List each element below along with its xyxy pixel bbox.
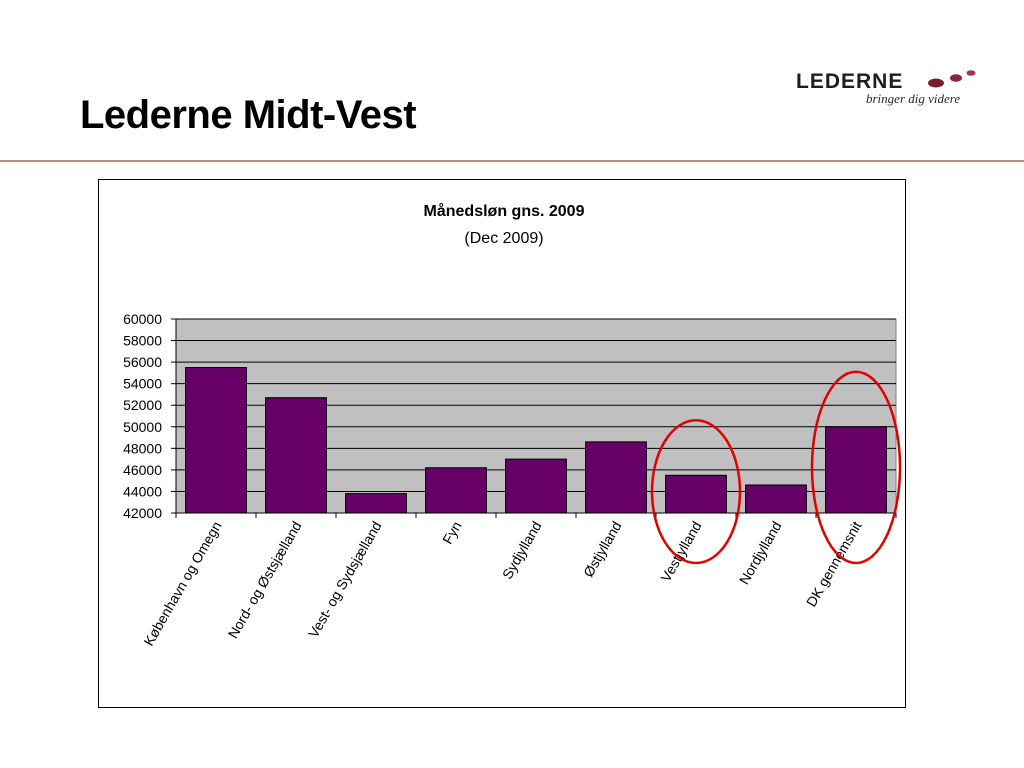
logo-wordmark: LEDERNE [796, 70, 904, 93]
logo-dots-icon [928, 70, 976, 88]
bar [825, 426, 887, 514]
y-tick-label: 44000 [123, 483, 162, 499]
lederne-logo: LEDERNE bringer dig videre [796, 64, 996, 112]
bar [665, 474, 727, 514]
y-tick-label: 58000 [123, 333, 162, 349]
x-tick-label: Sydjylland [499, 519, 545, 582]
x-tick-label: Nordjylland [736, 519, 785, 588]
bar [425, 467, 487, 514]
y-tick-label: 54000 [123, 376, 162, 392]
y-tick-label: 42000 [123, 505, 162, 521]
x-tick-label: Fyn [439, 519, 465, 547]
bar [265, 397, 327, 514]
chart-subtitle: (Dec 2009) [464, 230, 543, 247]
logo-tagline: bringer dig videre [866, 91, 961, 106]
bar [505, 458, 567, 514]
y-tick-label: 56000 [123, 354, 162, 370]
y-tick-label: 60000 [123, 311, 162, 327]
chart-title: Månedsløn gns. 2009 [424, 202, 585, 220]
bar-chart: Månedsløn gns. 2009 (Dec 2009) 60000 5800… [123, 202, 902, 649]
x-tick-label: Østjylland [580, 519, 625, 580]
bar [185, 367, 247, 514]
x-tick-label: Vest- og Sydsjælland [305, 519, 385, 641]
title-divider [0, 160, 1024, 162]
y-tick-label: 46000 [123, 462, 162, 478]
highlight-circle [810, 370, 902, 565]
y-tick-label: 52000 [123, 397, 162, 413]
bar [345, 493, 407, 514]
bar [745, 484, 807, 514]
y-tick-label: 48000 [123, 440, 162, 456]
x-tick-label: København og Omegn [140, 519, 224, 649]
slide-title: Lederne Midt-Vest [80, 93, 417, 137]
bar [585, 441, 647, 514]
x-tick-label: Nord- og Østsjælland [225, 519, 305, 642]
chart-frame: Månedsløn gns. 2009 (Dec 2009) 60000 5800… [98, 179, 906, 708]
x-tick-label: Vestjylland [657, 519, 704, 585]
y-tick-label: 50000 [123, 419, 162, 435]
highlight-circle [650, 419, 742, 565]
